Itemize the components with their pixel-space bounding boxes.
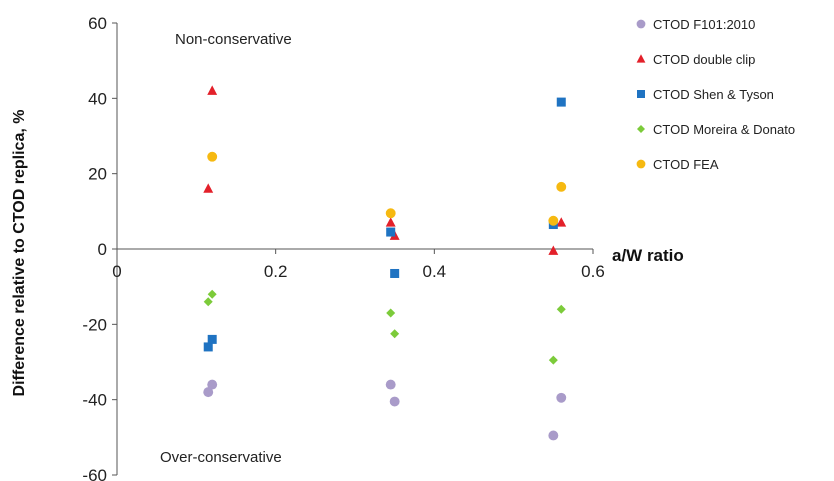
data-point — [548, 245, 559, 255]
y-axis-label: Difference relative to CTOD replica, % — [11, 110, 28, 397]
legend-entry: CTOD Moreira & Donato — [653, 122, 795, 137]
legend-entry: CTOD FEA — [653, 157, 719, 172]
series-4 — [207, 151, 567, 226]
data-point — [207, 151, 218, 162]
data-point — [385, 217, 396, 227]
data-point — [203, 297, 213, 307]
series-3 — [203, 289, 566, 365]
data-point — [390, 329, 400, 339]
data-points — [203, 85, 567, 441]
annotation-over-conservative: Over-conservative — [160, 449, 282, 466]
data-point — [548, 430, 559, 441]
data-point — [556, 181, 567, 192]
y-tick-label: -60 — [82, 466, 107, 481]
y-tick-label: -40 — [82, 391, 107, 410]
y-tick-label: 40 — [88, 89, 107, 108]
series-2 — [203, 97, 566, 352]
legend-entry: CTOD F101:2010 — [653, 17, 755, 32]
series-1 — [203, 85, 567, 255]
x-tick-label: 0.4 — [423, 262, 447, 281]
data-point — [207, 289, 217, 299]
data-point — [386, 227, 396, 237]
y-tick-label: -20 — [82, 315, 107, 334]
y-tick-label: 60 — [88, 14, 107, 33]
legend-entry: CTOD Shen & Tyson — [653, 87, 774, 102]
x-axis-label: a/W ratio — [612, 246, 684, 265]
data-point — [203, 183, 214, 193]
legend-marker — [637, 90, 645, 98]
x-tick-label: 0 — [112, 262, 121, 281]
data-point — [556, 217, 567, 227]
data-point — [203, 387, 214, 398]
data-point — [556, 97, 566, 107]
x-tick-label: 0.2 — [264, 262, 288, 281]
legend: CTOD F101:2010 CTOD double clip CTOD Shen … — [636, 17, 795, 172]
legend-marker — [636, 19, 646, 29]
y-tick-label: 20 — [88, 165, 107, 184]
series-0 — [203, 379, 567, 441]
legend-entry: CTOD double clip — [653, 52, 755, 67]
data-point — [548, 355, 558, 365]
legend-marker — [636, 159, 646, 169]
y-tick-label: 0 — [98, 240, 107, 259]
data-point — [390, 268, 400, 278]
data-point — [556, 392, 567, 403]
data-point — [548, 215, 559, 226]
legend-marker — [637, 125, 645, 133]
legend-marker — [636, 54, 646, 63]
data-point — [207, 334, 217, 344]
annotation-non-conservative: Non-conservative — [175, 31, 292, 48]
data-point — [386, 308, 396, 318]
data-point — [385, 208, 396, 219]
data-point — [389, 396, 400, 407]
data-point — [207, 85, 218, 95]
data-point — [385, 379, 396, 390]
data-point — [203, 342, 213, 352]
axes: -60 -40 -20 0 20 40 60 0 0.2 0.4 0.6 a/W ratio Diffe… — [11, 14, 684, 481]
x-tick-label: 0.6 — [581, 262, 605, 281]
data-point — [556, 304, 566, 314]
data-point — [207, 379, 218, 390]
